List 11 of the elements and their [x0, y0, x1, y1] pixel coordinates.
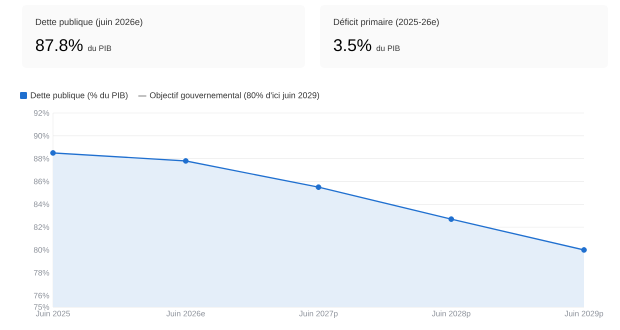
point	[448, 216, 454, 222]
text: 87.8%	[36, 39, 83, 52]
text: Déficit primaire (2025-26e)	[334, 18, 439, 27]
point	[50, 150, 56, 156]
point	[316, 184, 322, 190]
text: 3.5%	[334, 39, 372, 52]
text: Objectif gouvernemental (80% d'ici juin 2029)	[150, 92, 320, 100]
point	[581, 247, 587, 253]
point	[182, 158, 189, 164]
legend-label: Dette publique (% du PIB)	[30, 92, 128, 100]
text: Dette publique (juin 2026e)	[36, 18, 142, 27]
